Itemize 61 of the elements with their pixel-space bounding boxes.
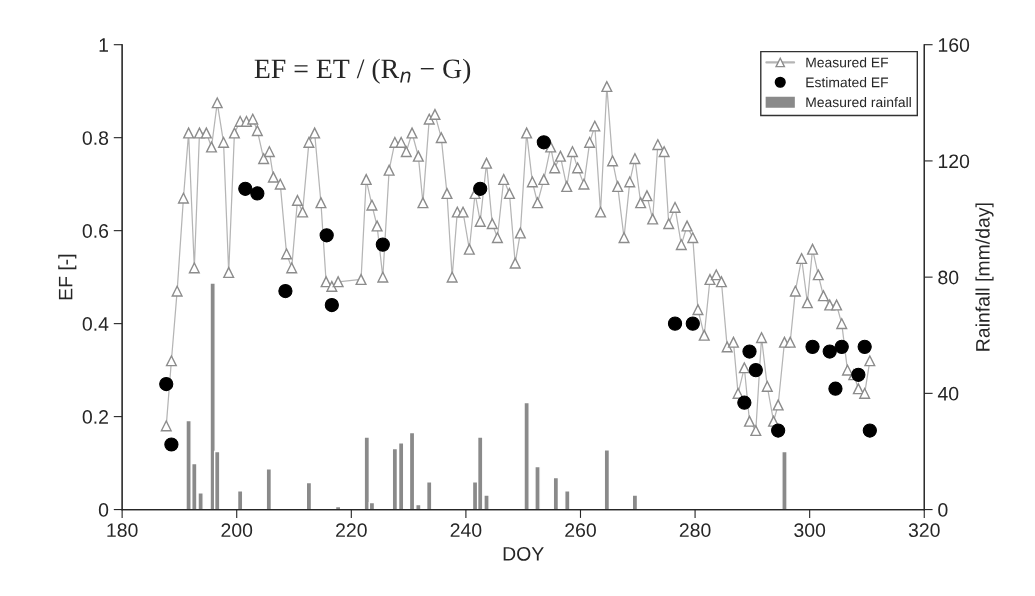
- y-tick-label: 0.4: [82, 317, 109, 331]
- point: [834, 339, 849, 354]
- point: [164, 437, 179, 452]
- bar: [534, 465, 541, 510]
- bar: [425, 480, 433, 510]
- point: [857, 339, 872, 354]
- point: [822, 344, 837, 359]
- point: [862, 423, 877, 438]
- point: [805, 339, 820, 354]
- annotation: EF = ET / (R$_{n}$ − G): [254, 58, 471, 84]
- x-tick-label: 240: [450, 523, 482, 538]
- y-tick-label: 0.6: [82, 224, 109, 238]
- y-tick-label: 0.8: [82, 131, 109, 145]
- point: [375, 237, 390, 252]
- bar: [631, 494, 639, 510]
- bar: [781, 450, 788, 510]
- bar: [523, 401, 530, 510]
- point: [667, 316, 683, 331]
- x-tick-label: 320: [908, 523, 940, 538]
- bar: [564, 489, 571, 510]
- point: [748, 363, 763, 378]
- point: [742, 344, 757, 359]
- x-tick-label: 200: [221, 523, 253, 538]
- legend-label: Measured EF: [806, 57, 889, 68]
- legend-label: Estimated EF: [806, 77, 889, 88]
- y-tick-label: 1: [99, 38, 108, 52]
- point: [159, 376, 174, 392]
- point: [324, 297, 339, 313]
- y-tick-label: 0: [98, 503, 109, 517]
- point: [828, 381, 843, 396]
- bar: [603, 449, 611, 510]
- x-axis-title: DOY: [503, 546, 544, 561]
- y-tick-label: 0.2: [82, 410, 108, 424]
- x-tick-label: 220: [336, 523, 367, 538]
- bar: [236, 489, 244, 510]
- point: [250, 186, 265, 201]
- y2-axis-title: Rainfall [mm/day]: [975, 203, 994, 351]
- x-tick-label: 180: [107, 523, 138, 538]
- x-tick-label: 280: [679, 523, 711, 538]
- point: [238, 181, 253, 196]
- bar: [363, 436, 371, 510]
- y2-tick-label: 160: [938, 38, 970, 52]
- point: [685, 316, 700, 331]
- x-tick-label: 260: [565, 523, 596, 538]
- point: [278, 283, 293, 299]
- point: [771, 423, 786, 438]
- point: [319, 228, 334, 243]
- legend-label: Measured rainfall: [806, 96, 911, 108]
- y2-tick-label: 0: [938, 503, 948, 517]
- bar: [305, 481, 313, 510]
- y2-tick-label: 80: [938, 270, 959, 285]
- point: [851, 367, 866, 382]
- y-axis-title: EF [-]: [58, 254, 77, 300]
- point: [473, 181, 488, 196]
- point: [737, 395, 752, 410]
- y2-tick-label: 120: [938, 154, 970, 169]
- bar: [265, 468, 273, 510]
- point: [536, 135, 551, 150]
- y2-tick-label: 40: [937, 386, 959, 401]
- bar: [552, 476, 560, 510]
- x-tick-label: 300: [794, 523, 826, 538]
